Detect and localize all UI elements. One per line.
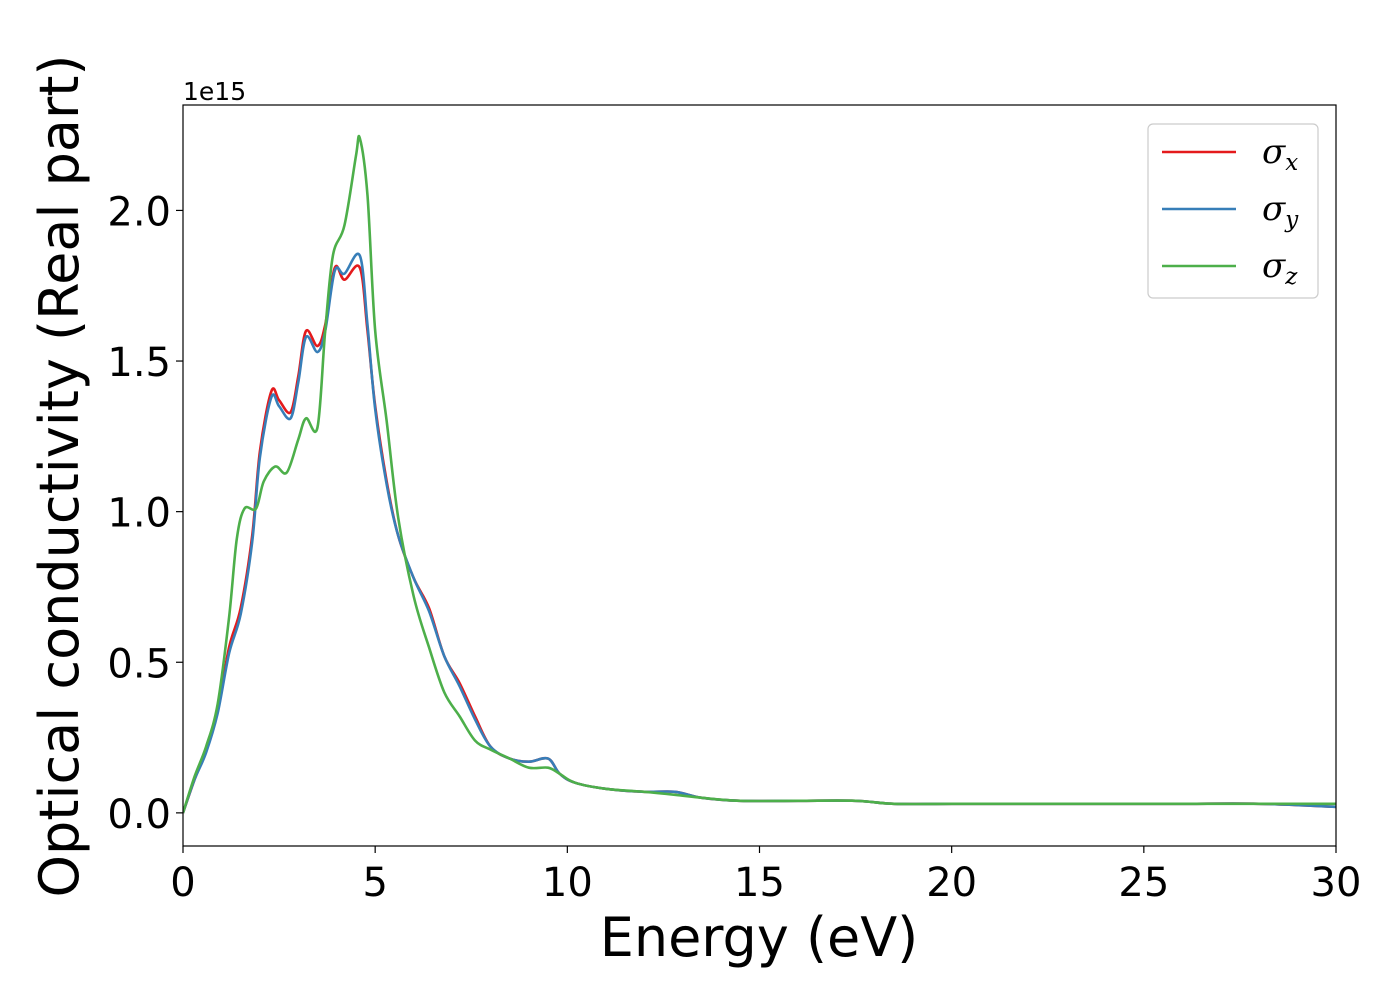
legend-box xyxy=(1147,123,1319,299)
y-tick-label: 2.0 xyxy=(107,189,171,235)
x-tick-label: 5 xyxy=(362,860,387,906)
y-axis-ticks: 0.0 0.5 1.0 1.5 2.0 xyxy=(107,189,183,838)
y-tick-label: 0.0 xyxy=(107,792,171,838)
y-tick-label: 0.5 xyxy=(107,641,171,687)
x-tick-label: 30 xyxy=(1311,860,1362,906)
x-tick-label: 25 xyxy=(1118,860,1169,906)
y-axis-label: Optical conductivity (Real part) xyxy=(28,55,91,898)
x-tick-label: 0 xyxy=(170,860,195,906)
x-axis-label: Energy (eV) xyxy=(600,906,919,969)
series-line-z xyxy=(183,134,1336,814)
y-tick-label: 1.5 xyxy=(107,340,171,386)
y-tick-label: 1.0 xyxy=(107,491,171,537)
y-axis-offset-label: 1e15 xyxy=(183,77,246,106)
x-tick-label: 20 xyxy=(926,860,977,906)
series-layer xyxy=(183,134,1336,814)
x-tick-label: 10 xyxy=(542,860,593,906)
x-tick-label: 15 xyxy=(734,860,785,906)
x-axis-ticks: 0 5 10 15 20 25 30 xyxy=(170,846,1361,906)
legend-label-x: σx xyxy=(1262,132,1298,176)
